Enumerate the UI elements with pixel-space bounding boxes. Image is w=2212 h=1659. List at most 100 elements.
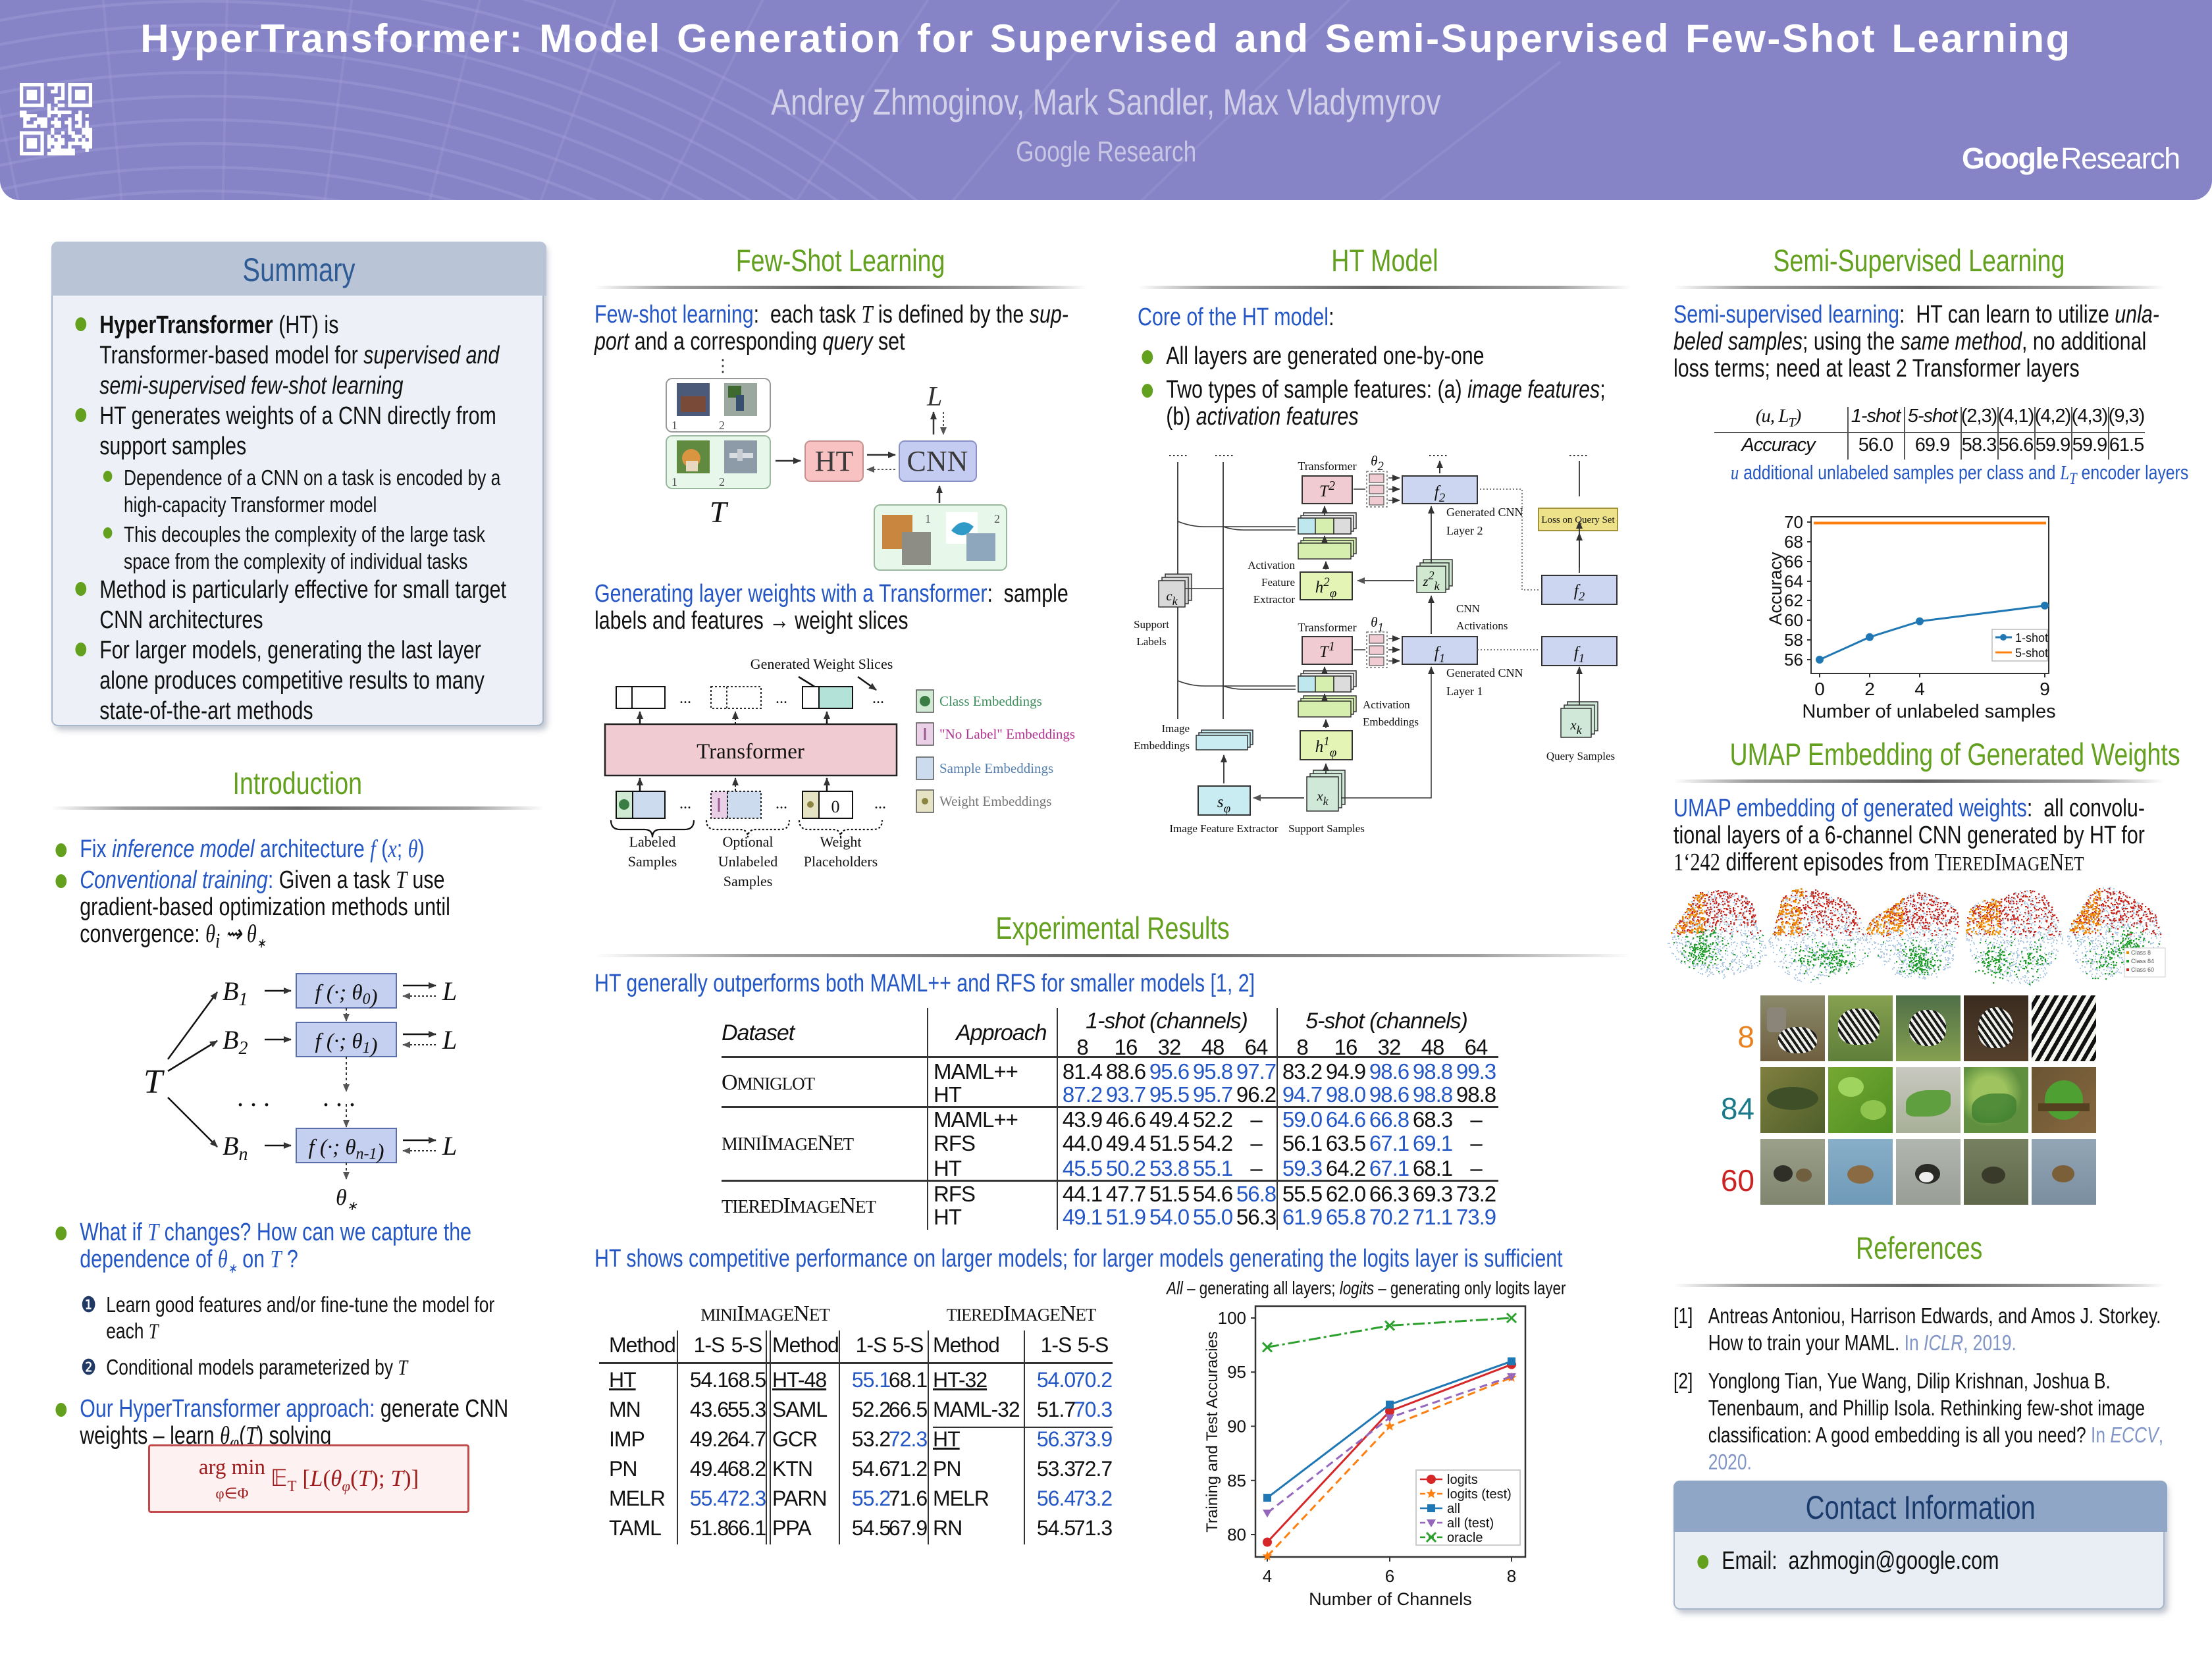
svg-text:CNN: CNN	[1456, 602, 1480, 615]
svg-text:2: 2	[719, 419, 725, 432]
svg-text:HT: HT	[815, 445, 854, 477]
svg-text:θ2: θ2	[1371, 453, 1384, 473]
svg-text:85: 85	[1227, 1471, 1246, 1490]
svg-text:⋮: ⋮	[714, 356, 731, 375]
svg-text:Samples: Samples	[724, 873, 773, 889]
svg-text:...: ...	[679, 690, 691, 707]
svg-text:Weight: Weight	[820, 833, 862, 850]
svg-text:Transformer: Transformer	[1298, 621, 1356, 634]
svg-text:60: 60	[1784, 610, 1803, 630]
svg-text:...: ...	[679, 795, 691, 812]
svg-text:Sample Embeddings: Sample Embeddings	[939, 760, 1053, 776]
svg-text:θ∗: θ∗	[336, 1186, 357, 1213]
svg-text:95: 95	[1227, 1362, 1246, 1382]
svg-text:56: 56	[1784, 650, 1803, 670]
svg-text:1: 1	[672, 475, 677, 488]
svg-text:Samples: Samples	[628, 853, 677, 870]
svg-text:T: T	[710, 495, 729, 529]
svg-text:Number of unlabeled samples: Number of unlabeled samples	[1802, 701, 2055, 722]
svg-text:Labels: Labels	[1136, 635, 1166, 648]
svg-text:Class 84: Class 84	[2131, 958, 2154, 964]
svg-text:oracle: oracle	[1447, 1531, 1483, 1545]
svg-text:...: ...	[776, 795, 787, 812]
svg-text:Image Feature Extractor: Image Feature Extractor	[1169, 822, 1278, 835]
svg-text:Extractor: Extractor	[1253, 593, 1296, 606]
svg-text:100: 100	[1218, 1308, 1246, 1328]
svg-text:Transformer: Transformer	[697, 740, 804, 764]
svg-text:6: 6	[1385, 1566, 1394, 1586]
svg-text:"No Label" Embeddings: "No Label" Embeddings	[939, 726, 1075, 742]
svg-text:4: 4	[1263, 1566, 1272, 1586]
svg-text:2: 2	[719, 475, 725, 488]
svg-text:Training and Test Accuracies: Training and Test Accuracies	[1203, 1331, 1221, 1533]
svg-text:Generated CNN: Generated CNN	[1446, 666, 1523, 679]
svg-text:Class 8: Class 8	[2131, 949, 2151, 956]
svg-text:70: 70	[1784, 512, 1803, 532]
svg-text:8: 8	[1507, 1566, 1516, 1586]
svg-text:logits (test): logits (test)	[1447, 1487, 1512, 1502]
svg-text:Activations: Activations	[1456, 619, 1508, 632]
svg-text:Activation: Activation	[1248, 559, 1295, 571]
svg-text:Unlabeled: Unlabeled	[718, 853, 777, 870]
svg-text:. . .: . . .	[237, 1082, 270, 1112]
svg-text:Layer 2: Layer 2	[1446, 524, 1483, 537]
svg-text:9: 9	[2040, 679, 2050, 699]
svg-text:Bn: Bn	[223, 1131, 248, 1165]
svg-text:0: 0	[831, 797, 840, 816]
svg-text:Labeled: Labeled	[629, 833, 676, 850]
svg-text:2: 2	[1864, 679, 1875, 699]
svg-text:Generated Weight Slices: Generated Weight Slices	[750, 656, 893, 672]
svg-text:Layer 1: Layer 1	[1446, 685, 1483, 698]
svg-text:80: 80	[1227, 1525, 1246, 1544]
svg-text:Support Samples: Support Samples	[1288, 822, 1365, 835]
svg-text:B1: B1	[223, 976, 248, 1010]
svg-text:all (test): all (test)	[1447, 1516, 1494, 1531]
svg-text:64: 64	[1784, 571, 1803, 591]
svg-text:T: T	[144, 1063, 165, 1101]
svg-text:90: 90	[1227, 1417, 1246, 1436]
svg-text:. . .: . . .	[323, 1082, 356, 1112]
svg-text:logits: logits	[1447, 1473, 1478, 1487]
svg-text:1: 1	[925, 512, 931, 525]
svg-text:...: ...	[874, 795, 886, 812]
svg-text:1-shot: 1-shot	[2015, 631, 2048, 645]
svg-text:Weight Embeddings: Weight Embeddings	[939, 793, 1051, 809]
svg-text:Embeddings: Embeddings	[1363, 716, 1419, 728]
svg-text:L: L	[442, 1025, 457, 1055]
svg-text:Generated CNN: Generated CNN	[1446, 506, 1523, 519]
svg-text:Activation: Activation	[1363, 698, 1410, 711]
svg-text:Google: Google	[1962, 142, 2058, 175]
svg-text:Loss on Query Set: Loss on Query Set	[1541, 515, 1615, 525]
svg-text:CNN: CNN	[907, 445, 968, 477]
svg-text:1: 1	[672, 419, 677, 432]
svg-text:...: ...	[872, 690, 884, 707]
svg-text:Transformer: Transformer	[1298, 460, 1356, 473]
svg-text:68: 68	[1784, 532, 1803, 552]
svg-text:all: all	[1447, 1502, 1460, 1516]
svg-text:Optional: Optional	[723, 833, 774, 850]
svg-text:Placeholders: Placeholders	[804, 853, 878, 870]
svg-text:66: 66	[1784, 552, 1803, 571]
svg-text:B2: B2	[223, 1025, 248, 1059]
svg-text:Embeddings: Embeddings	[1134, 739, 1190, 752]
svg-text:...: ...	[776, 690, 787, 707]
svg-text:Research: Research	[2061, 142, 2180, 175]
svg-text:Accuracy: Accuracy	[1766, 552, 1785, 625]
svg-text:62: 62	[1784, 591, 1803, 610]
svg-text:L: L	[442, 976, 457, 1006]
svg-text:L: L	[926, 382, 942, 412]
svg-text:0: 0	[1814, 679, 1825, 699]
svg-text:2: 2	[994, 512, 1000, 525]
svg-text:Image: Image	[1162, 722, 1190, 735]
svg-text:4: 4	[1914, 679, 1925, 699]
svg-text:Feature: Feature	[1261, 576, 1295, 589]
svg-text:L: L	[442, 1131, 457, 1161]
svg-text:Support: Support	[1134, 618, 1169, 631]
svg-text:58: 58	[1784, 630, 1803, 650]
svg-text:Class Embeddings: Class Embeddings	[939, 693, 1042, 709]
svg-text:5-shot: 5-shot	[2015, 646, 2048, 660]
svg-text:Class 60: Class 60	[2131, 966, 2154, 973]
svg-text:θ1: θ1	[1371, 614, 1384, 635]
svg-text:Query Samples: Query Samples	[1546, 750, 1615, 762]
svg-text:Number of Channels: Number of Channels	[1309, 1589, 1472, 1609]
